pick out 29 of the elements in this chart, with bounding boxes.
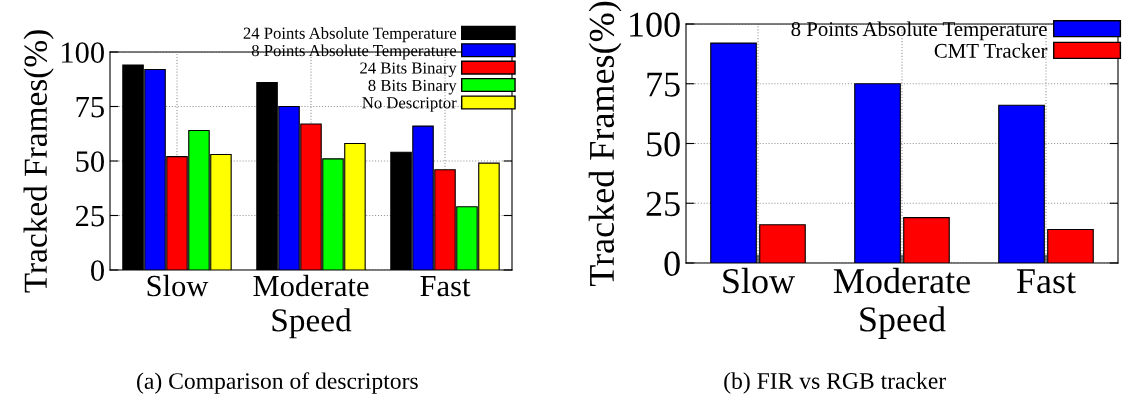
y-tick-label: 25 xyxy=(75,205,104,227)
x-axis-title: Speed xyxy=(272,308,352,339)
x-tick-label: Moderate xyxy=(253,274,369,297)
legend-label: 8 Points Absolute Temperature xyxy=(791,21,1047,41)
legend-label: 8 Bits Binary xyxy=(368,79,457,95)
x-tick-label: Moderate xyxy=(833,267,970,294)
x-tick-label: Slow xyxy=(723,267,795,294)
x-tick-label: Fast xyxy=(420,276,471,297)
legend-label: CMT Tracker xyxy=(934,43,1048,58)
y-tick-label: 100 xyxy=(630,12,680,37)
y-tick-label: 100 xyxy=(61,42,104,63)
text: (a) Comparison of descriptors xyxy=(137,372,418,394)
legend-label: No Descriptor xyxy=(362,97,457,112)
y-axis-title: Tracked Frames(%) xyxy=(588,1,622,287)
y-tick-label: 0 xyxy=(91,260,104,281)
y-tick-label: 25 xyxy=(646,191,680,217)
y-tick-label: 0 xyxy=(664,251,680,276)
legend-label: 24 Points Absolute Temperature xyxy=(243,27,457,43)
x-tick-label: Fast xyxy=(1016,269,1076,294)
x-tick-label: Slow xyxy=(147,274,209,297)
y-tick-label: 75 xyxy=(76,97,104,118)
y-tick-label: 50 xyxy=(76,151,104,172)
legend-label: 24 Bits Binary xyxy=(360,62,457,78)
y-axis-title: Tracked Frames(%) xyxy=(23,30,54,293)
x-axis-title: Speed xyxy=(860,306,946,339)
text: (b) FIR vs RGB tracker xyxy=(724,372,946,394)
legend-label: 8 Points Absolute Temperature xyxy=(251,44,457,60)
y-tick-label: 50 xyxy=(647,132,680,157)
y-tick-label: 75 xyxy=(647,72,680,97)
